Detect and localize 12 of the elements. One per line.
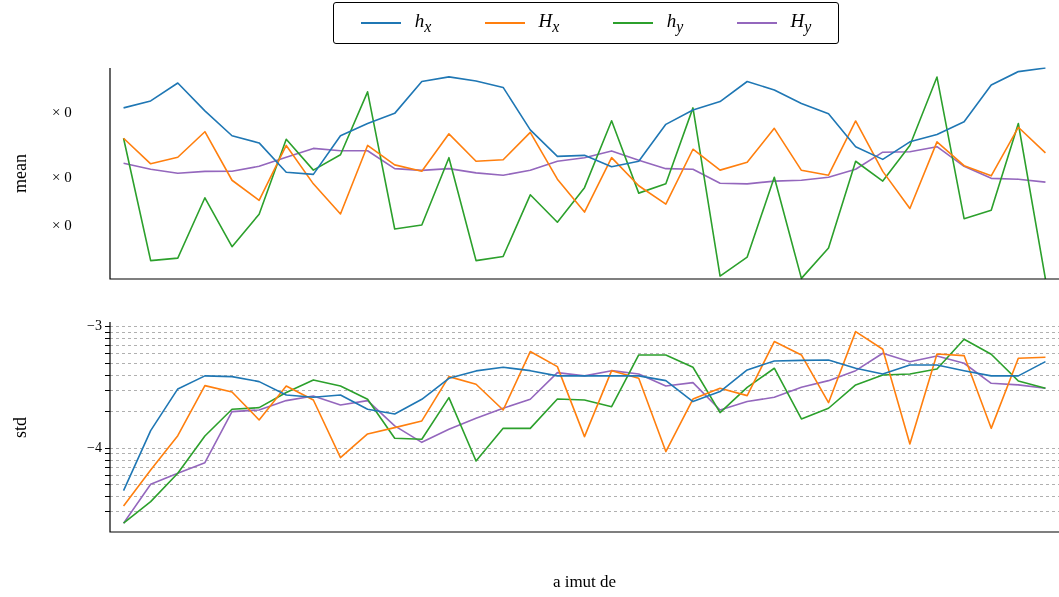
legend-label: h$_{y}$ (666, 10, 684, 36)
text: × 0 (52, 217, 72, 234)
legend-label: H$_{y}$ (790, 10, 812, 36)
text: × 0 (52, 169, 72, 186)
legend-label: h$_{x}$ (414, 10, 432, 36)
legend-label: H$_{x}$ (538, 10, 560, 36)
y-axis-title: mean (10, 153, 31, 195)
y-tick-label: −3 (87, 318, 102, 334)
x-axis-title: a imut de (552, 572, 617, 592)
y-tick-label: −4 (87, 439, 102, 455)
y-axis-title: std (10, 415, 31, 440)
text: × 0 (52, 104, 72, 121)
